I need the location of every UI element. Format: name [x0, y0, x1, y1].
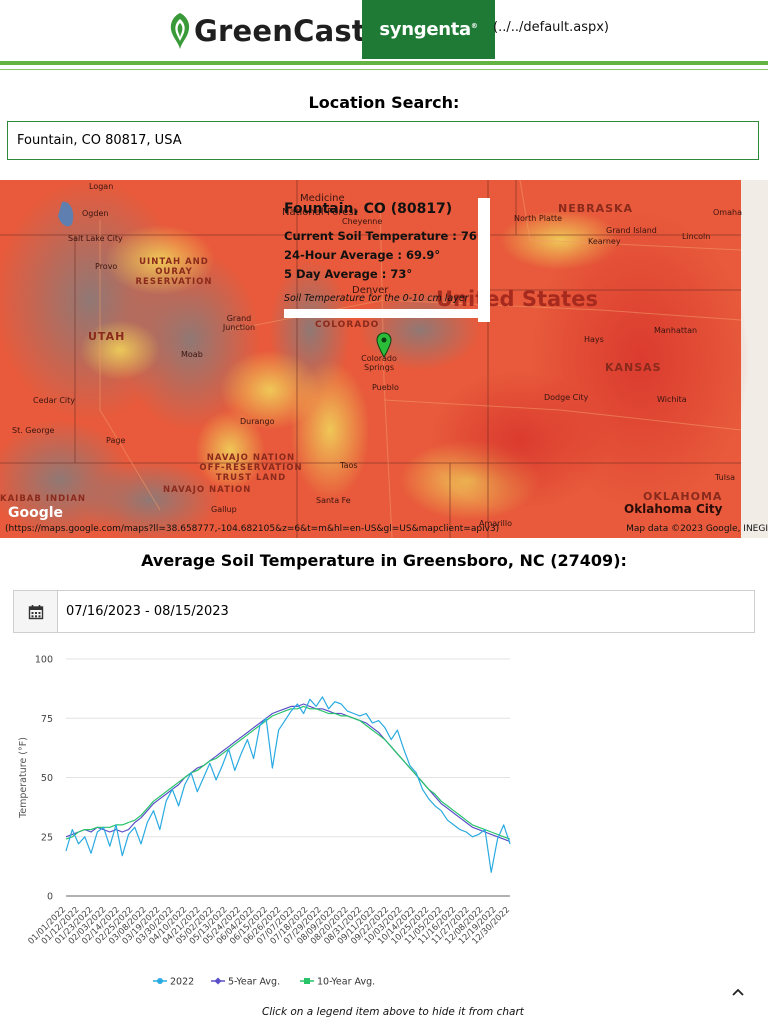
header-green-line: [0, 69, 768, 70]
date-range-input[interactable]: [58, 591, 754, 632]
date-range-picker[interactable]: [13, 590, 755, 633]
city-label: Manhattan: [654, 326, 698, 335]
city-label: Logan: [89, 182, 114, 191]
city-label: Oklahoma City: [624, 502, 723, 516]
legend-label[interactable]: 5-Year Avg.: [228, 977, 280, 988]
y-tick-label: 100: [35, 655, 53, 666]
syngenta-wordmark: syngenta®: [379, 19, 478, 40]
city-label: Lincoln: [682, 232, 711, 241]
city-label: Kearney: [588, 237, 621, 246]
soil-temperature-map[interactable]: Logan Ogden Salt Lake City Provo Medicin…: [0, 180, 768, 538]
syngenta-logo[interactable]: syngenta®: [362, 0, 495, 59]
scroll-to-top-button[interactable]: [729, 983, 747, 1001]
state-label: UTAH: [88, 330, 126, 343]
chart-legend-note: Click on a legend item above to hide it …: [262, 1006, 524, 1018]
legend-label[interactable]: 10-Year Avg.: [317, 977, 375, 988]
legend-marker: [157, 978, 163, 984]
location-search-input[interactable]: [7, 121, 759, 160]
series-line: [65, 696, 511, 873]
map-url-link[interactable]: (https://maps.google.com/maps?ll=38.6587…: [5, 524, 500, 534]
series-line: [65, 705, 511, 840]
city-label: Pueblo: [372, 383, 399, 392]
city-label: Gallup: [211, 505, 237, 514]
info-24h-average: 24-Hour Average : 69.9°: [284, 248, 441, 262]
state-label: OKLAHOMA: [643, 490, 723, 503]
map-credit[interactable]: Map data ©2023 Google, INEGI: [626, 524, 768, 534]
city-label: Moab: [181, 350, 203, 359]
city-label: Grand Island: [606, 226, 657, 235]
greencast-wordmark: GreenCast®: [194, 14, 375, 48]
popup-frame: [478, 198, 490, 322]
y-axis-label: Temperature (°F): [18, 737, 29, 819]
region-label: NAVAJO NATION: [163, 485, 252, 495]
city-label: Colorado Springs: [361, 354, 397, 372]
city-label: St. George: [12, 426, 55, 435]
city-label: Omaha: [713, 208, 742, 217]
region-label: KAIBAB INDIAN: [0, 494, 87, 504]
legend-label[interactable]: 2022: [170, 977, 194, 988]
soil-info-popup: Fountain, CO (80817) Current Soil Temper…: [284, 198, 490, 322]
header-green-bar: [0, 61, 768, 65]
info-current-temp: Current Soil Temperature : 76°: [284, 229, 483, 243]
y-tick-label: 0: [47, 892, 53, 903]
city-label: Tulsa: [715, 473, 736, 482]
city-label: Santa Fe: [316, 496, 351, 505]
series-line: [65, 703, 511, 843]
info-5day-average: 5 Day Average : 73°: [284, 267, 413, 281]
city-label: Page: [106, 436, 126, 445]
city-label: Taos: [340, 461, 358, 470]
region-label: National Forest: [282, 207, 358, 218]
region-label: UINTAH AND OURAY RESERVATION: [135, 257, 213, 287]
city-label: Ogden: [82, 209, 109, 218]
city-label: Durango: [240, 417, 275, 426]
legend-marker: [214, 977, 222, 985]
city-label: North Platte: [514, 214, 563, 223]
location-search-title: Location Search:: [308, 93, 460, 112]
city-label: Salt Lake City: [68, 234, 123, 243]
y-tick-label: 50: [41, 773, 53, 784]
city-label: Medicine: [300, 193, 345, 204]
state-label: NEBRASKA: [558, 202, 634, 215]
info-location: Fountain, CO (80817): [284, 201, 453, 217]
greencast-leaf-icon: [170, 13, 190, 49]
city-label: Cedar City: [33, 396, 75, 405]
state-label: COLORADO: [315, 320, 380, 330]
location-pin-icon[interactable]: [376, 332, 392, 362]
y-tick-label: 25: [41, 832, 53, 843]
city-label: Amarillo: [479, 519, 513, 528]
legend-marker: [304, 978, 310, 984]
chevron-up-icon: [732, 988, 744, 996]
y-tick-label: 75: [41, 714, 53, 725]
city-label: Provo: [95, 262, 118, 271]
popup-frame: [284, 309, 478, 318]
map-heat-layer: [0, 180, 768, 538]
average-soil-title: Average Soil Temperature in Greensboro, …: [141, 551, 627, 570]
calendar-icon: [28, 604, 43, 619]
city-label: Cheyenne: [342, 217, 383, 226]
region-label: NAVAJO NATION OFF-RESERVATION TRUST LAND: [199, 453, 303, 483]
calendar-button[interactable]: [14, 591, 58, 632]
city-label: Denver: [352, 285, 389, 296]
info-layer-note: Soil Temperature for the 0-10 cm layer: [284, 293, 469, 304]
greencast-logo[interactable]: GreenCast®: [168, 8, 375, 54]
city-label: Grand Junction: [222, 314, 256, 332]
site-header: GreenCast® syngenta® (../../default.aspx…: [0, 0, 768, 62]
city-label: Dodge City: [544, 393, 589, 402]
state-label: KANSAS: [605, 361, 662, 374]
country-label: United States: [436, 287, 598, 311]
broken-image-link[interactable]: (../../default.aspx): [493, 20, 609, 35]
google-logo[interactable]: Google: [8, 505, 64, 521]
city-label: Wichita: [657, 395, 687, 404]
city-label: Hays: [584, 335, 604, 344]
